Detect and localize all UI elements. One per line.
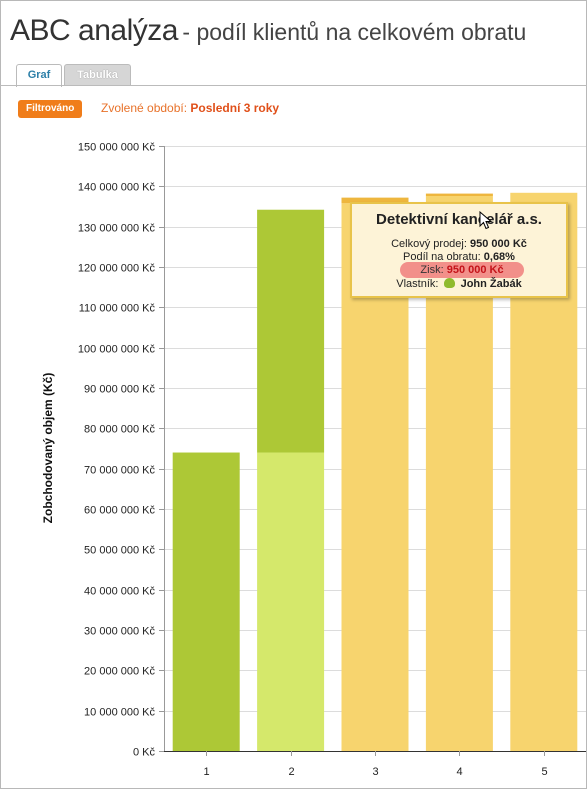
y-tick-label: 120 000 000 Kč bbox=[78, 263, 156, 275]
y-tick-label: 50 000 000 Kč bbox=[84, 545, 155, 557]
y-tick-label: 30 000 000 Kč bbox=[84, 626, 155, 638]
period-value[interactable]: Poslední 3 roky bbox=[190, 101, 280, 115]
tab-tabulka[interactable]: Tabulka bbox=[64, 64, 131, 86]
tooltip-profit: Zisk: 950 000 Kč bbox=[400, 262, 524, 278]
y-tick-label: 150 000 000 Kč bbox=[78, 142, 156, 154]
tooltip-share-label: Podíl na obratu: bbox=[403, 251, 481, 263]
tooltip-sales: Celkový prodej: 950 000 Kč bbox=[352, 238, 566, 250]
tab-graf[interactable]: Graf bbox=[16, 64, 62, 87]
y-tick-labels: 0 Kč 10 000 000 Kč 20 000 000 Kč 30 000 000… bbox=[78, 142, 156, 759]
tooltip-sales-label: Celkový prodej: bbox=[391, 238, 467, 250]
mouse-cursor-icon bbox=[479, 211, 493, 230]
y-tick-label: 110 000 000 Kč bbox=[79, 303, 156, 315]
x-tick-label: 4 bbox=[456, 766, 462, 778]
y-tick-label: 80 000 000 Kč bbox=[84, 424, 155, 436]
tooltip-share-value: 0,68% bbox=[483, 251, 515, 263]
tooltip-profit-value: 950 000 Kč bbox=[446, 264, 504, 276]
tooltip-owner-value[interactable]: John Žabák bbox=[460, 278, 522, 290]
y-axis-label: Zobchodovaný objem (Kč) bbox=[41, 373, 55, 524]
client-tooltip: Detektivní kancelář a.s. Celkový prodej:… bbox=[350, 202, 568, 298]
tooltip-sales-value: 950 000 Kč bbox=[470, 238, 527, 250]
frog-icon bbox=[443, 278, 455, 288]
y-tick-label: 130 000 000 Kč bbox=[78, 223, 156, 235]
period-label: Zvolené období: bbox=[101, 101, 188, 115]
page-title-main: ABC analýza bbox=[10, 14, 178, 47]
tooltip-share: Podíl na obratu: 0,68% bbox=[352, 251, 566, 263]
bar-segment[interactable] bbox=[425, 193, 493, 197]
tooltip-owner-label: Vlastník: bbox=[396, 278, 439, 290]
y-tick-label: 10 000 000 Kč bbox=[84, 707, 155, 719]
bar-segment[interactable] bbox=[341, 197, 409, 204]
bar-segment[interactable] bbox=[172, 452, 240, 751]
y-tick-label: 140 000 000 Kč bbox=[78, 182, 156, 194]
x-tick-label: 1 bbox=[203, 766, 209, 778]
bar-segment[interactable] bbox=[257, 452, 325, 751]
filter-badge[interactable]: Filtrováno bbox=[18, 100, 83, 118]
page-title: ABC analýza - podíl klientů na celkovém … bbox=[10, 14, 526, 48]
y-tick-label: 0 Kč bbox=[133, 747, 156, 759]
tooltip-owner: Vlastník: John Žabák bbox=[352, 278, 566, 290]
tooltip-title: Detektivní kancelář a.s. bbox=[376, 211, 542, 228]
y-tick-label: 90 000 000 Kč bbox=[84, 384, 155, 396]
y-tick-label: 70 000 000 Kč bbox=[84, 465, 155, 477]
bar-segment[interactable] bbox=[257, 209, 325, 453]
page-subtitle: - podíl klientů na celkovém obratu bbox=[182, 19, 527, 45]
y-tick-label: 40 000 000 Kč bbox=[84, 586, 155, 598]
y-tick-label: 100 000 000 Kč bbox=[78, 344, 156, 356]
y-tick-label: 20 000 000 Kč bbox=[84, 666, 155, 678]
x-tick-labels: 1 2 3 4 5 bbox=[203, 751, 548, 778]
y-tick-label: 60 000 000 Kč bbox=[84, 505, 155, 517]
x-tick-label: 2 bbox=[288, 766, 294, 778]
tabs-divider bbox=[0, 85, 587, 86]
x-tick-label: 5 bbox=[541, 766, 547, 778]
period-info: Zvolené období: Poslední 3 roky bbox=[101, 101, 279, 115]
x-tick-label: 3 bbox=[372, 766, 378, 778]
tooltip-profit-label: Zisk: bbox=[420, 264, 444, 276]
